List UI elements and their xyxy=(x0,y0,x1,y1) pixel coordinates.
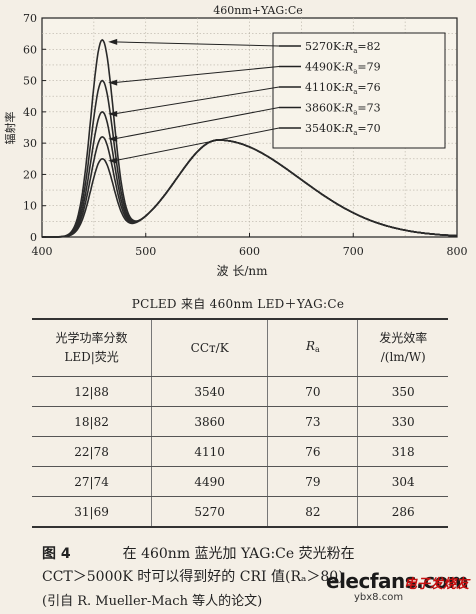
legend-label: 5270K:Ra=82 xyxy=(305,40,381,55)
y-tick-label: 70 xyxy=(23,12,37,25)
y-tick-labels: 0 10 20 30 40 50 60 70 xyxy=(23,12,46,244)
legend-arrowhead xyxy=(108,110,118,117)
table-cell: 76 xyxy=(267,436,358,467)
table-header-row: 光学功率分数 LED|荧光 CCт/K Ra 发光效率 /(lm/W) xyxy=(32,318,448,377)
header-col1-line2: LED|荧光 xyxy=(64,350,119,364)
legend-box xyxy=(272,32,446,149)
x-tick-label: 400 xyxy=(32,245,53,258)
grid xyxy=(42,18,457,237)
table-cell: 286 xyxy=(357,496,448,528)
watermark-cn: 电子发烧友 xyxy=(404,577,470,592)
table-cell: 70 xyxy=(267,376,358,407)
header-optical-power-fraction: 光学功率分数 LED|荧光 xyxy=(32,318,152,377)
table-cell: 4110 xyxy=(151,436,268,467)
header-ra: Ra xyxy=(267,318,358,377)
legend-arrowhead xyxy=(108,38,118,45)
y-tick-label: 30 xyxy=(23,137,37,150)
x-tick-label: 500 xyxy=(135,245,156,258)
watermark-site: elecfans.com xyxy=(326,569,469,593)
table-cell: 18|82 xyxy=(32,406,152,437)
table-cell: 304 xyxy=(357,466,448,497)
header-col4-line1: 发光效率 xyxy=(379,331,428,345)
table-cell: 27|74 xyxy=(32,466,152,497)
table-row: 12|88 3540 70 350 xyxy=(32,376,448,407)
table-cell: 5270 xyxy=(151,496,268,528)
header-col1-line1: 光学功率分数 xyxy=(55,331,128,345)
table-cell: 3860 xyxy=(151,406,268,437)
x-tick-label: 700 xyxy=(343,245,364,258)
header-col3-main: R xyxy=(305,339,315,353)
table-cell: 4490 xyxy=(151,466,268,497)
pcled-data-table: 光学功率分数 LED|荧光 CCт/K Ra 发光效率 /(lm/W) 12|8… xyxy=(32,318,448,528)
spectrum-chart: 0 10 20 30 40 50 60 70 400 500 600 700 800 460nm+YA… xyxy=(3,4,468,278)
figure-label: 图 4 xyxy=(42,546,71,562)
x-tick-label: 600 xyxy=(239,245,260,258)
legend: 5270K:Ra=82 4490K:Ra=79 4110K:Ra=76 3860K:R… xyxy=(108,32,446,164)
legend-label: 3860K:Ra=73 xyxy=(305,102,381,117)
legend-label: 3540K:Ra=70 xyxy=(305,122,381,137)
legend-arrow xyxy=(114,41,280,47)
legend-arrow xyxy=(114,127,280,162)
y-axis-label: 辐射率 xyxy=(3,112,17,145)
watermark-url: ybx8.com xyxy=(354,592,404,603)
y-tick-label: 60 xyxy=(23,43,37,56)
x-axis-label: 波 长/nm xyxy=(217,264,269,278)
table-cell: 12|88 xyxy=(32,376,152,407)
legend-arrow xyxy=(114,66,280,84)
legend-label: 4110K:Ra=76 xyxy=(305,81,381,96)
table-row: 31|69 5270 82 286 xyxy=(32,496,448,528)
table-cell: 3540 xyxy=(151,376,268,407)
figure-caption-line2: CCT＞5000K 时可以得到好的 CRI 值(Rₐ＞80) xyxy=(42,569,344,585)
legend-arrowhead xyxy=(108,79,118,86)
y-tick-label: 40 xyxy=(23,106,37,119)
figure-caption-line3: (引自 R. Mueller-Mach 等人的论文) xyxy=(42,594,263,609)
figure-caption-line1: 图 4 在 460nm 蓝光加 YAG:Ce 荧光粉在 xyxy=(42,543,476,563)
table-cell: 330 xyxy=(357,406,448,437)
legend-arrowhead xyxy=(108,157,118,164)
header-col3-sub: a xyxy=(315,345,320,354)
legend-arrowhead xyxy=(108,135,118,142)
table-cell: 73 xyxy=(267,406,358,437)
table-cell: 31|69 xyxy=(32,496,152,528)
table-cell: 22|78 xyxy=(32,436,152,467)
y-tick-label: 10 xyxy=(23,200,37,213)
table-row: 18|82 3860 73 330 xyxy=(32,406,448,437)
header-luminous-efficacy: 发光效率 /(lm/W) xyxy=(357,318,448,377)
legend-arrow xyxy=(114,107,280,140)
x-tick-labels: 400 500 600 700 800 xyxy=(32,233,468,258)
caption-text-1: 在 460nm 蓝光加 YAG:Ce 荧光粉在 xyxy=(122,546,355,562)
y-tick-label: 50 xyxy=(23,75,37,88)
header-cct: CCт/K xyxy=(151,318,268,377)
table-cell: 350 xyxy=(357,376,448,407)
table-row: 22|78 4110 76 318 xyxy=(32,436,448,467)
legend-arrow xyxy=(114,86,280,115)
legend-label: 4490K:Ra=79 xyxy=(305,61,381,76)
table-row: 27|74 4490 79 304 xyxy=(32,466,448,497)
table-title: PCLED 来自 460nm LED＋YAG:Ce xyxy=(131,297,345,311)
chart-title: 460nm+YAG:Ce xyxy=(213,4,303,17)
y-tick-label: 0 xyxy=(30,231,37,244)
table-cell: 318 xyxy=(357,436,448,467)
table-cell: 79 xyxy=(267,466,358,497)
header-col4-line2: /(lm/W) xyxy=(380,350,426,364)
series-line xyxy=(42,139,457,238)
table-cell: 82 xyxy=(267,496,358,528)
x-tick-label: 800 xyxy=(447,245,468,258)
watermark-logo: elecfans.com 电子发烧友 ybx8.com xyxy=(326,569,476,614)
y-tick-label: 20 xyxy=(23,168,37,181)
